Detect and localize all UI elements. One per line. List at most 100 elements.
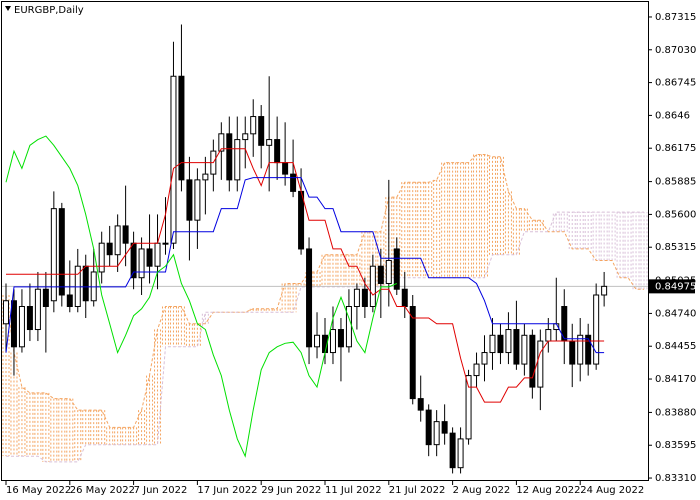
candle-body [489,334,496,354]
candle-body [298,190,305,250]
x-tick-label: 7 Jun 2022 [134,485,188,496]
candle-body [90,271,97,302]
candle-body [2,300,9,325]
candle-body [74,265,81,308]
candle-body [449,432,456,469]
candle-body [569,340,576,365]
candle-body [266,139,273,146]
y-tick-label: 0.8646 [655,110,690,121]
candle-body [186,179,193,221]
candle-body [545,329,552,342]
candle-body [258,116,265,146]
candle-body [585,334,592,365]
candle-body [26,306,33,331]
y-tick-label: 0.84740 [655,308,696,319]
candle-body [250,116,257,135]
candle-body [409,306,416,400]
candle-body [202,173,209,181]
candle-body [146,248,153,267]
y-tick-label: 0.84170 [655,374,696,385]
x-tick-label: 26 May 2022 [70,485,135,496]
candle-body [529,334,536,388]
candle-body [98,242,105,273]
candle-body [34,288,41,331]
candle-body [497,334,504,354]
y-tick-label: 0.83595 [655,440,696,451]
chart-title: EURGBP,Daily [14,5,84,16]
y-tick-label: 0.87315 [655,12,696,23]
y-tick-label: 0.85885 [655,177,696,188]
candle-body [401,288,408,308]
x-tick-label: 11 Jul 2022 [325,485,382,496]
candle-body [385,259,392,284]
candle-body [441,421,448,434]
x-tick-label: 17 Jun 2022 [197,485,257,496]
candle-body [353,288,360,308]
candle-body [290,173,297,192]
candle-body [337,329,344,348]
candle-body [481,352,488,365]
candle-body [162,242,169,245]
x-tick-label: 29 Jun 2022 [261,485,321,496]
candle-body [154,242,161,267]
x-tick-label: 2 Aug 2022 [453,485,511,496]
candle-body [361,288,368,308]
candle-body [369,265,376,308]
last-price-box [649,279,695,294]
candle-body [505,329,512,354]
y-tick-label: 0.83310 [655,473,696,484]
y-tick-label: 0.86745 [655,78,696,89]
candle-body [577,334,584,365]
candle-body [42,288,49,308]
candle-body [433,421,440,446]
chikou-line [5,135,397,458]
y-tick-label: 0.87030 [655,45,696,56]
candle-body [66,294,73,308]
title-arrow [5,6,11,11]
candle-body [473,363,480,377]
candle-body [521,334,528,365]
plot-area [2,24,648,474]
candle-body [274,139,281,164]
candle-body [314,334,321,348]
candle-body [138,248,145,279]
candle-body [18,306,25,348]
tenkan-line [6,148,605,403]
candle-body [170,75,177,244]
y-tick-label: 0.85600 [655,209,696,220]
span-b-line [6,211,644,463]
candle-body [58,208,65,296]
candle-body [601,285,608,296]
candle-body [282,162,289,175]
kijun-line [5,177,605,354]
candle-body [457,438,464,469]
candle-body [417,398,424,411]
candle-body [10,300,17,348]
candle-body [329,329,336,354]
candle-body [194,179,201,221]
x-tick-label: 16 May 2022 [6,485,71,496]
y-tick-label: 0.83880 [655,407,696,418]
y-tick-label: 0.84455 [655,341,696,352]
candle-body [218,133,225,152]
candle-body [114,225,121,256]
candle-body [393,248,400,290]
candle-body [425,409,432,446]
candle-body [306,248,313,348]
candle-body [50,208,57,302]
candle-body [465,375,472,440]
candle-body [377,265,384,284]
candle-body [513,329,520,365]
candle-body [242,133,249,141]
candle-body [178,75,185,181]
candle-body [82,265,89,302]
x-tick-label: 21 Jul 2022 [389,485,446,496]
candle-body [234,139,241,181]
candle-body [593,294,600,365]
x-tick-label: 12 Aug 2022 [516,485,580,496]
x-tick-label: 24 Aug 2022 [580,485,644,496]
y-tick-label: 0.86175 [655,143,696,154]
candle-body [537,340,544,388]
